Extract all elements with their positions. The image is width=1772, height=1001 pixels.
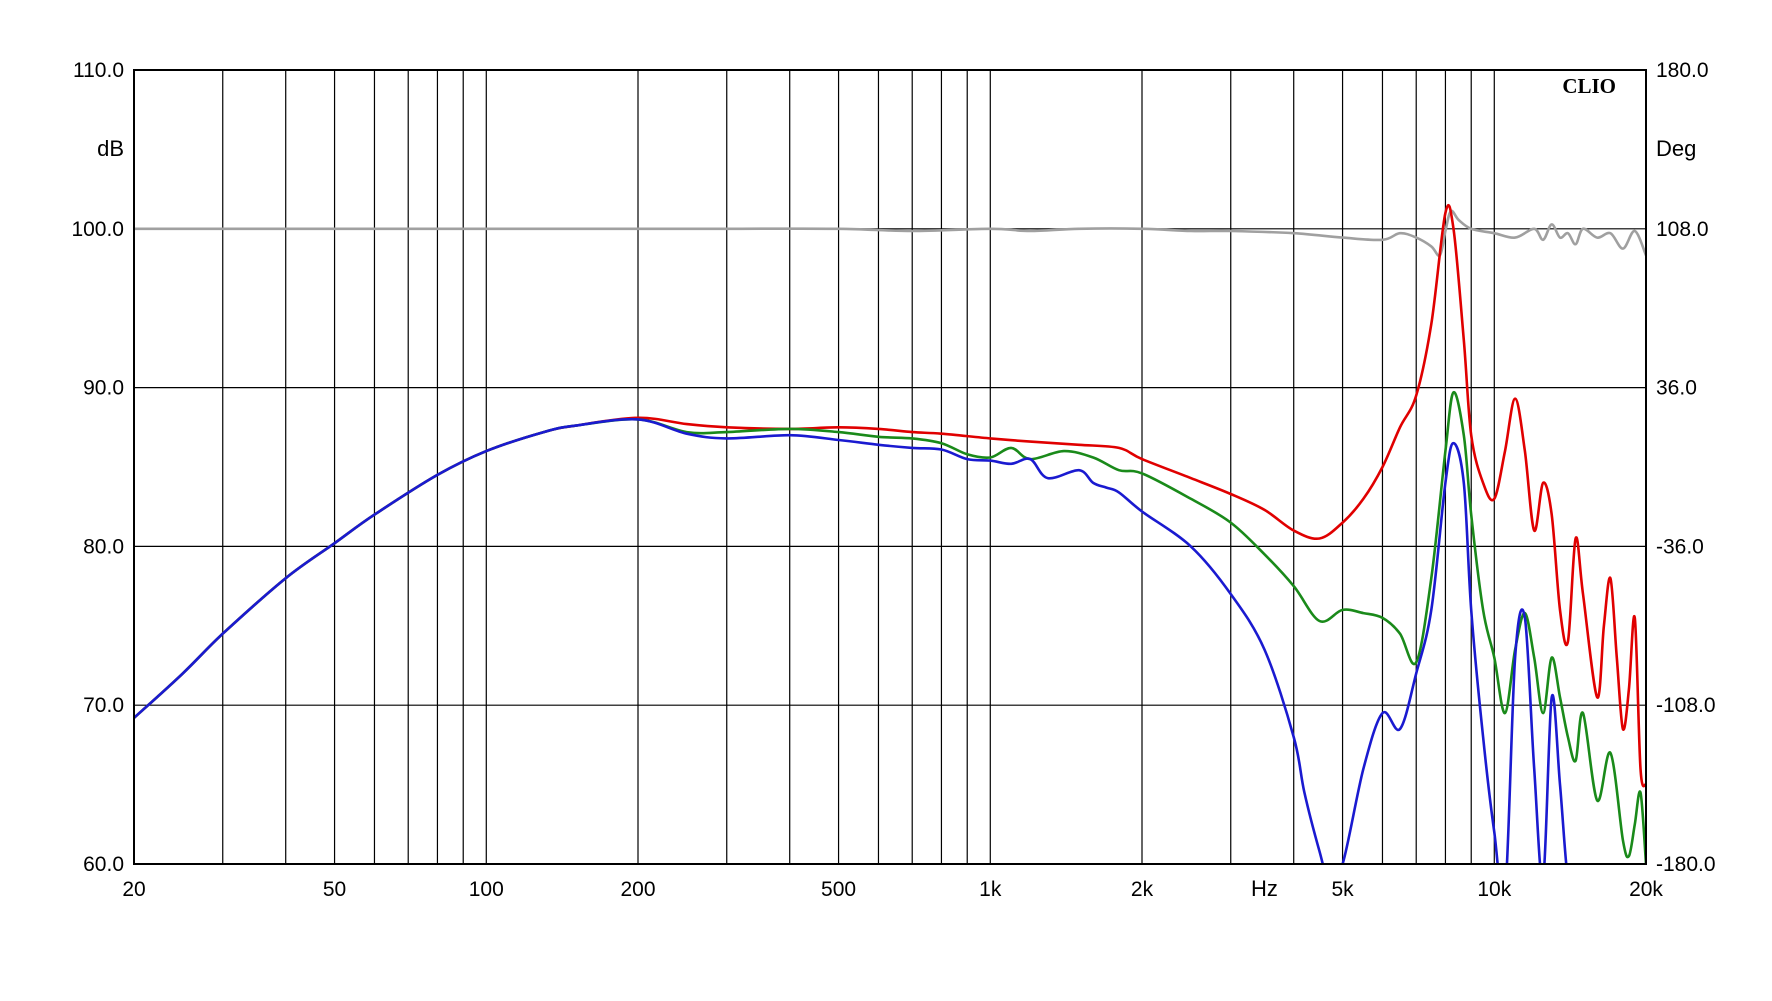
y2-tick-label: 180.0 [1656,59,1709,82]
y2-tick-label: -180.0 [1656,853,1716,876]
x-tick-label: 500 [821,878,856,901]
y-tick-label: 90.0 [83,377,124,400]
plot-frame [133,69,1647,865]
x-tick-label: 20k [1629,878,1663,901]
x-tick-label: 50 [323,878,346,901]
y2-axis-unit: Deg [1656,136,1696,161]
y-tick-label: 80.0 [83,535,124,558]
axis-labels: 20 50 100 200 500 1k 2k 5k 10k 20k 60.0 70.0 80.0 90.… [71,59,1715,901]
y-tick-label: 110.0 [73,59,124,82]
y-axis-unit: dB [97,136,124,161]
x-tick-label: 200 [620,878,655,901]
x-tick-label: 10k [1477,878,1511,901]
x-tick-label: 2k [1131,878,1154,901]
x-tick-label: 1k [979,878,1002,901]
y-tick-label: 60.0 [83,853,124,876]
x-tick-label: 20 [122,878,145,901]
y2-tick-label: 36.0 [1656,377,1697,400]
x-axis-unit: Hz [1251,876,1278,901]
curves [134,204,1646,864]
y-tick-label: 70.0 [83,694,124,717]
x-tick-label: 100 [469,878,504,901]
response-curve-blue [134,417,1568,864]
y2-tick-label: 108.0 [1656,218,1709,241]
x-tick-label: 5k [1331,878,1354,901]
brand-logo: CLIO [1562,74,1616,98]
y-tick-label: 100.0 [71,218,124,241]
y2-tick-label: -36.0 [1656,535,1704,558]
phase-curve [134,209,1646,258]
y2-tick-label: -108.0 [1656,694,1716,717]
